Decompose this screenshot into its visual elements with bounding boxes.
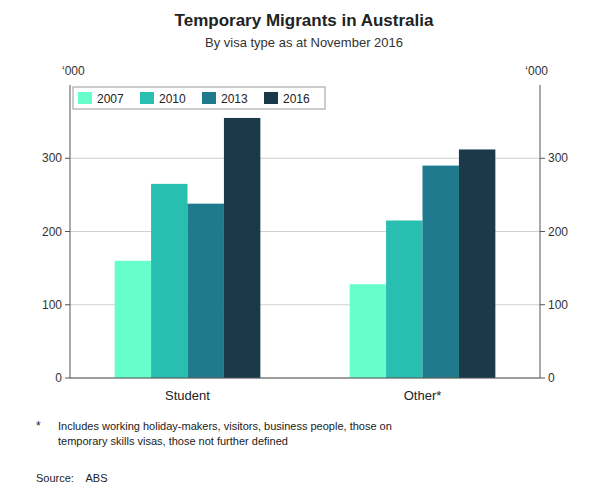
bar bbox=[459, 149, 495, 378]
footnote-line: Includes working holiday-makers, visitor… bbox=[58, 420, 392, 432]
bar bbox=[151, 184, 187, 378]
y2-axis-line bbox=[540, 85, 541, 378]
y-tick-label: 0 bbox=[55, 371, 62, 385]
bar bbox=[350, 284, 386, 378]
bar bbox=[386, 221, 422, 378]
y2-tick bbox=[540, 378, 545, 379]
y-tick bbox=[65, 231, 70, 232]
legend: 2007 2010 2013 2016 bbox=[73, 87, 325, 109]
y2-tick bbox=[540, 304, 545, 305]
y2-tick-label: 100 bbox=[548, 298, 568, 312]
y-tick bbox=[65, 378, 70, 379]
legend-label: 2016 bbox=[283, 92, 310, 106]
x-tick-label: Student bbox=[165, 388, 210, 403]
y-axis-label: ‘000 bbox=[62, 64, 85, 78]
y-axis-line bbox=[70, 85, 71, 378]
legend-swatch bbox=[202, 92, 216, 104]
source: Source: ABS bbox=[36, 472, 108, 484]
grid-line bbox=[70, 378, 540, 379]
bars bbox=[115, 118, 496, 378]
subtitle: By visa type as at November 2016 bbox=[205, 35, 403, 50]
y2-tick bbox=[540, 231, 545, 232]
bar bbox=[188, 204, 224, 378]
y-tick-label: 200 bbox=[42, 225, 62, 239]
x-axis-line bbox=[70, 378, 540, 379]
y2-tick-label: 300 bbox=[548, 151, 568, 165]
legend-swatch bbox=[140, 92, 154, 104]
y2-tick-label: 200 bbox=[548, 225, 568, 239]
footnote: Includes working holiday-makers, visitor… bbox=[58, 420, 392, 447]
y-tick bbox=[65, 158, 70, 159]
legend-label: 2007 bbox=[97, 92, 124, 106]
y-tick-label: 300 bbox=[42, 151, 62, 165]
bar bbox=[224, 118, 260, 378]
y2-tick-label: 0 bbox=[548, 371, 555, 385]
legend-label: 2013 bbox=[221, 92, 248, 106]
bar bbox=[115, 261, 151, 378]
title: Temporary Migrants in Australia bbox=[175, 11, 434, 30]
y-tick-label: 100 bbox=[42, 298, 62, 312]
legend-label: 2010 bbox=[159, 92, 186, 106]
y2-axis-label: ‘000 bbox=[525, 64, 548, 78]
footnote-marker: * bbox=[36, 419, 41, 433]
legend-swatch bbox=[78, 92, 92, 104]
y2-tick bbox=[540, 158, 545, 159]
chart: Temporary Migrants in Australia By visa t… bbox=[0, 0, 608, 503]
legend-swatch bbox=[264, 92, 278, 104]
bar bbox=[423, 166, 459, 378]
legend-frame bbox=[73, 87, 325, 109]
footnote-line: temporary skills visas, those not furthe… bbox=[58, 435, 288, 447]
y-tick bbox=[65, 304, 70, 305]
x-tick-label: Other* bbox=[404, 388, 442, 403]
